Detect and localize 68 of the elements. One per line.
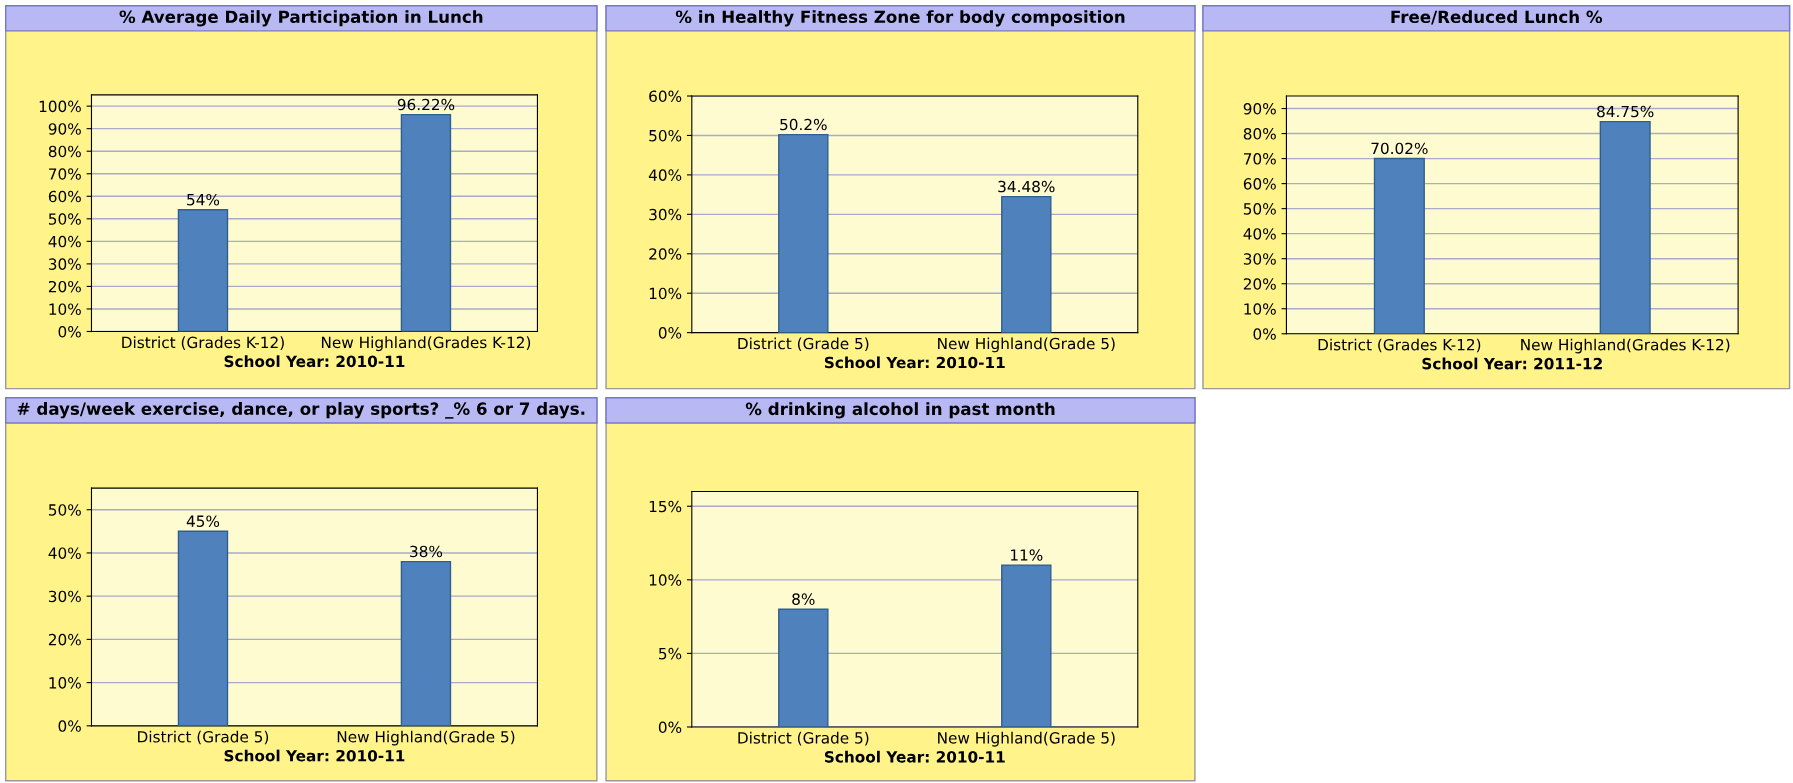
- y-tick-label: 50%: [48, 504, 81, 516]
- chart-title: % drinking alcohol in past month: [745, 402, 1055, 419]
- y-tick-label: 50%: [48, 213, 81, 225]
- x-tick-label: New Highland(Grades K-12): [321, 336, 531, 352]
- y-tick-label: 10%: [1244, 303, 1276, 315]
- data-label: 70.02%: [1371, 142, 1428, 155]
- y-tick-label: 70%: [1244, 153, 1276, 165]
- y-tick-label: 50%: [649, 129, 682, 142]
- data-label: 34.48%: [998, 180, 1055, 193]
- y-tick-label: 90%: [1243, 103, 1276, 115]
- y-tick-label: 30%: [649, 208, 682, 221]
- x-axis-title: School Year: 2010-11: [824, 750, 1005, 763]
- y-tick-label: 30%: [1243, 253, 1276, 265]
- y-tick-label: 10%: [49, 303, 81, 315]
- x-tick-label: District (Grade 5): [138, 730, 269, 745]
- y-tick-label: 0%: [658, 327, 682, 339]
- y-tick-label: 70%: [49, 168, 81, 180]
- x-tick-label: District (Grades K-12): [122, 336, 284, 350]
- y-tick-label: 100%: [39, 100, 81, 113]
- x-axis-title: School Year: 2011-12: [1422, 357, 1602, 370]
- x-axis-title: School Year: 2010-11: [224, 749, 405, 762]
- data-label: 38%: [410, 545, 443, 558]
- data-label: 8%: [792, 593, 815, 605]
- y-tick-label: 20%: [649, 248, 682, 260]
- y-tick-label: 60%: [1243, 178, 1276, 190]
- chart-title: % Average Daily Participation in Lunch: [119, 10, 483, 27]
- y-tick-label: 30%: [48, 258, 81, 270]
- y-tick-label: 30%: [48, 590, 81, 603]
- y-tick-label: 10%: [649, 287, 682, 300]
- y-tick-label: 5%: [659, 647, 682, 660]
- y-tick-label: 0%: [58, 325, 81, 338]
- y-tick-label: 50%: [1243, 203, 1276, 215]
- y-tick-label: 80%: [48, 145, 81, 158]
- x-tick-label: District (Grades K-12): [1318, 338, 1481, 353]
- chart-title: % in Healthy Fitness Zone for body composition: [675, 10, 1125, 27]
- data-label: 45%: [186, 515, 220, 527]
- y-tick-label: 20%: [48, 280, 81, 293]
- x-axis-title: School Year: 2010-11: [224, 355, 405, 368]
- y-tick-label: 0%: [58, 720, 81, 732]
- data-label: 11%: [1010, 549, 1043, 561]
- chart-title: Free/Reduced Lunch %: [1391, 10, 1603, 25]
- data-label: 96.22%: [397, 98, 455, 111]
- x-axis-title: School Year: 2010-11: [824, 356, 1005, 369]
- y-tick-label: 20%: [48, 633, 81, 646]
- y-tick-label: 40%: [48, 235, 81, 248]
- y-tick-label: 90%: [48, 123, 81, 135]
- x-tick-label: District (Grade 5): [738, 731, 869, 746]
- x-tick-label: New Highland(Grades K-12): [1521, 338, 1730, 354]
- x-tick-label: New Highland(Grade 5): [938, 337, 1115, 353]
- y-tick-label: 40%: [648, 169, 682, 181]
- data-label: 54%: [187, 193, 220, 206]
- y-tick-label: 15%: [649, 500, 682, 513]
- y-tick-label: 60%: [649, 90, 682, 103]
- y-tick-label: 80%: [1243, 128, 1276, 140]
- x-tick-label: New Highland(Grade 5): [337, 730, 515, 746]
- y-tick-label: 60%: [48, 190, 81, 203]
- data-label: 84.75%: [1597, 105, 1654, 118]
- y-tick-label: 20%: [1243, 278, 1276, 290]
- y-tick-label: 0%: [1253, 328, 1276, 340]
- x-tick-label: New Highland(Grade 5): [938, 731, 1115, 747]
- y-tick-label: 0%: [658, 721, 682, 734]
- y-tick-label: 40%: [1243, 228, 1276, 240]
- y-tick-label: 40%: [48, 547, 81, 559]
- chart-title: # days/week exercise, dance, or play sports? _% 6 or 7 days.: [17, 402, 585, 419]
- x-tick-label: District (Grade 5): [738, 337, 869, 352]
- y-tick-label: 10%: [49, 677, 81, 689]
- y-tick-label: 10%: [649, 574, 682, 586]
- data-label: 50.2%: [780, 118, 827, 131]
